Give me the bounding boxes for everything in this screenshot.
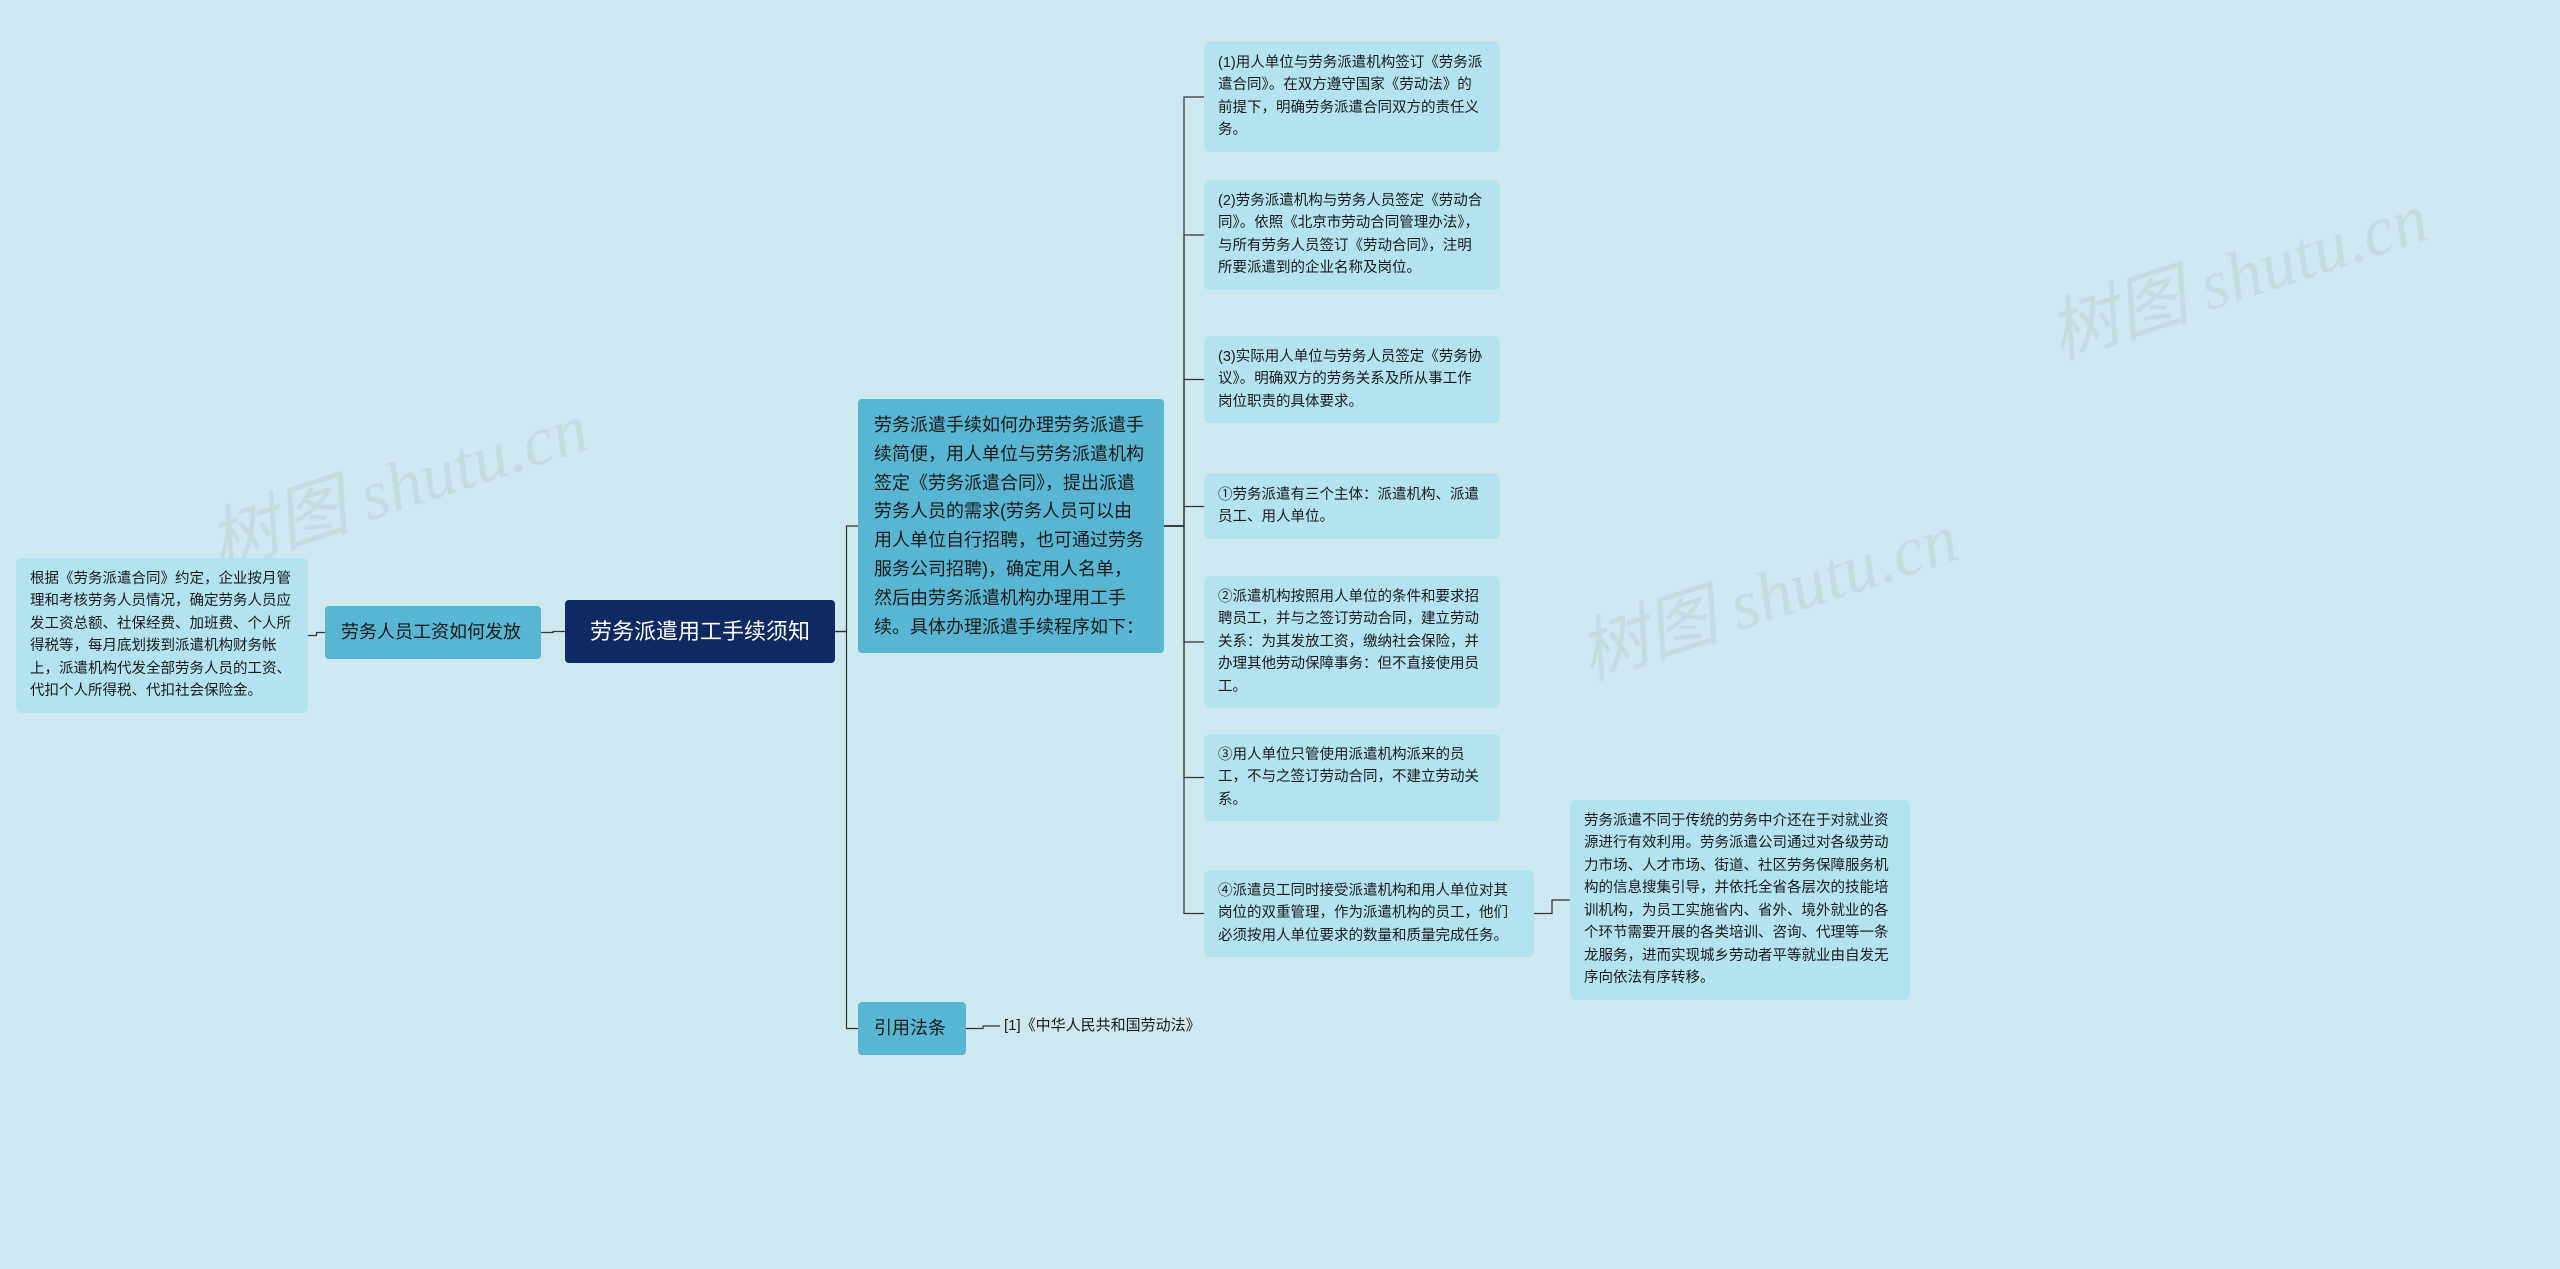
leaf-contract-1[interactable]: (1)用人单位与劳务派遣机构签订《劳务派遣合同》。在双方遵守国家《劳动法》的前提… (1204, 42, 1500, 152)
leaf-subject-2[interactable]: ②派遣机构按照用人单位的条件和要求招聘员工，并与之签订劳动合同，建立劳动关系：为… (1204, 576, 1500, 708)
leaf-subject-4[interactable]: ④派遣员工同时接受派遣机构和用人单位对其岗位的双重管理，作为派遣机构的员工，他们… (1204, 870, 1534, 957)
leaf-salary-detail[interactable]: 根据《劳务派遣合同》约定，企业按月管理和考核劳务人员情况，确定劳务人员应发工资总… (16, 558, 308, 713)
branch-law-reference[interactable]: 引用法条 (858, 1002, 966, 1055)
branch-procedure[interactable]: 劳务派遣手续如何办理劳务派遣手续简便，用人单位与劳务派遣机构签定《劳务派遣合同》… (858, 399, 1164, 653)
leaf-subject-3[interactable]: ③用人单位只管使用派遣机构派来的员工，不与之签订劳动合同，不建立劳动关系。 (1204, 734, 1500, 821)
leaf-subject-4-detail[interactable]: 劳务派遣不同于传统的劳务中介还在于对就业资源进行有效利用。劳务派遣公司通过对各级… (1570, 800, 1910, 1000)
leaf-subject-1[interactable]: ①劳务派遣有三个主体：派遣机构、派遣员工、用人单位。 (1204, 474, 1500, 539)
leaf-law-citation: [1]《中华人民共和国劳动法》 (1000, 1012, 1240, 1040)
branch-salary[interactable]: 劳务人员工资如何发放 (325, 606, 541, 659)
leaf-contract-2[interactable]: (2)劳务派遣机构与劳务人员签定《劳动合同》。依照《北京市劳动合同管理办法》，与… (1204, 180, 1500, 290)
mindmap-root[interactable]: 劳务派遣用工手续须知 (565, 600, 835, 663)
leaf-contract-3[interactable]: (3)实际用人单位与劳务人员签定《劳务协议》。明确双方的劳务关系及所从事工作岗位… (1204, 336, 1500, 423)
